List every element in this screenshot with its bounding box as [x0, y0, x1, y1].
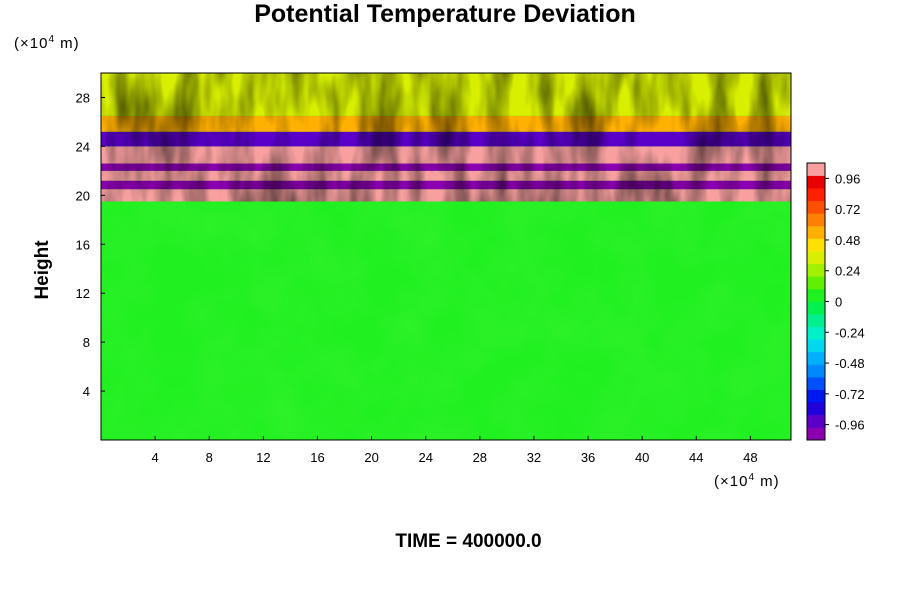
y-axis-unit: (×104 m)	[14, 34, 80, 52]
colorbar: 0.96 0.72 0.48 0.24 0 -0.24 -0.48 -0.72 -0.96	[806, 162, 865, 441]
colorbar-tick-label: 0.96	[835, 171, 860, 186]
colorbar-swatch	[807, 188, 825, 202]
x-tick-label: 16	[310, 450, 324, 465]
x-tick-label: 4	[152, 450, 159, 465]
colorbar-swatch	[807, 326, 825, 340]
colorbar-tick-label: -0.24	[835, 325, 865, 340]
x-tick-label: 44	[689, 450, 703, 465]
colorbar-tick-label: 0.24	[835, 264, 860, 279]
plot-frame	[100, 72, 792, 441]
colorbar-swatch	[807, 200, 825, 214]
colorbar-tick-label: 0.48	[835, 233, 860, 248]
y-tick-label: 24	[76, 139, 90, 154]
colorbar-tick-label: 0	[835, 295, 842, 310]
colorbar-swatch	[807, 175, 825, 189]
colorbar-tick-label: -0.96	[835, 418, 865, 433]
x-tick-label: 24	[418, 450, 432, 465]
colorbar-swatch	[807, 263, 825, 277]
x-tick-label: 32	[527, 450, 541, 465]
colorbar-swatch	[807, 402, 825, 416]
x-tick-label: 36	[581, 450, 595, 465]
colorbar-swatch	[807, 339, 825, 353]
colorbar-swatch	[807, 288, 825, 302]
x-tick-label: 8	[206, 450, 213, 465]
y-tick-label: 12	[76, 286, 90, 301]
y-tick-label: 28	[76, 90, 90, 105]
colorbar-swatch	[807, 351, 825, 365]
colorbar-swatch	[807, 364, 825, 378]
colorbar-swatch	[807, 314, 825, 327]
x-tick-label: 28	[473, 450, 487, 465]
y-tick-label: 8	[83, 335, 90, 350]
colorbar-tick-label: -0.48	[835, 356, 865, 371]
colorbar-swatch	[807, 414, 825, 428]
plot-area	[101, 73, 791, 440]
x-tick-label: 48	[743, 450, 757, 465]
colorbar-swatch	[807, 427, 825, 441]
colorbar-swatch	[807, 276, 825, 290]
colorbar-swatch	[807, 225, 825, 239]
colorbar-tick-label: 0.72	[835, 202, 860, 217]
x-axis-ticks: 4 8 12 16 20 24 28 32 36 40 44 48	[152, 436, 758, 465]
colorbar-tick-label: -0.72	[835, 387, 865, 402]
upper-turbulence	[101, 73, 791, 202]
x-tick-label: 40	[635, 450, 649, 465]
colorbar-swatch	[807, 301, 825, 315]
x-tick-label: 12	[256, 450, 270, 465]
x-axis-unit: (×104 m)	[714, 472, 780, 490]
colorbar-swatch	[807, 238, 825, 252]
x-tick-label: 20	[364, 450, 378, 465]
y-tick-label: 16	[76, 237, 90, 252]
field-texture	[101, 201, 791, 440]
colorbar-swatch	[807, 251, 825, 265]
time-label: TIME = 400000.0	[395, 531, 542, 552]
y-tick-label: 20	[76, 188, 90, 203]
colorbar-swatch	[807, 389, 825, 403]
y-axis-ticks: 4 8 12 16 20 24 28	[76, 90, 105, 399]
colorbar-swatch	[807, 377, 825, 390]
y-tick-label: 4	[83, 384, 90, 399]
chart-title: Potential Temperature Deviation	[254, 0, 636, 28]
colorbar-swatch	[807, 163, 825, 176]
colorbar-swatch	[807, 213, 825, 227]
